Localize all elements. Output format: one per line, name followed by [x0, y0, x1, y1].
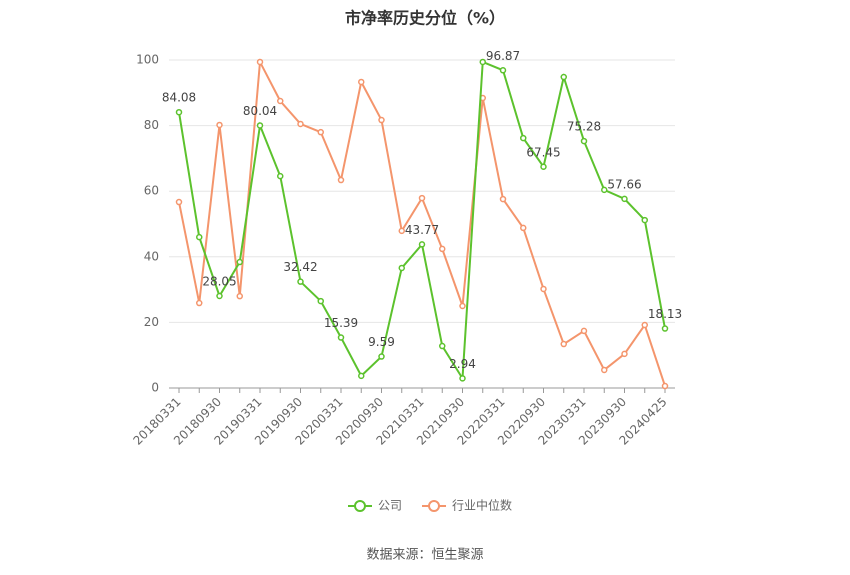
data-point: [277, 97, 284, 105]
data-point: [540, 285, 547, 293]
data-label: 43.77: [405, 223, 439, 237]
legend-marker: [354, 500, 366, 512]
data-point: [337, 176, 345, 184]
data-point: [236, 258, 243, 266]
data-point: [277, 172, 284, 180]
data-point: [236, 292, 243, 300]
data-point: [418, 194, 426, 202]
legend-label: 行业中位数: [452, 498, 512, 513]
data-label: 75.28: [567, 120, 601, 134]
data-point: [499, 67, 507, 74]
y-tick-label: 40: [144, 249, 159, 263]
data-point: [520, 134, 527, 142]
data-point: [601, 366, 608, 374]
data-point: [661, 382, 669, 390]
data-label: 84.08: [162, 91, 196, 105]
data-point: [175, 108, 183, 116]
data-point: [378, 116, 385, 124]
data-point: [560, 340, 567, 348]
data-point: [621, 350, 628, 358]
legend-label: 公司: [378, 499, 402, 513]
data-point: [216, 121, 223, 129]
data-point: [358, 372, 365, 380]
data-point: [439, 342, 446, 350]
data-point: [297, 278, 304, 285]
data-point: [520, 224, 527, 232]
data-point: [196, 233, 203, 241]
data-point: [317, 128, 324, 136]
data-point: [317, 297, 324, 305]
data-point: [297, 120, 304, 128]
data-point: [439, 245, 446, 253]
y-tick-label: 80: [144, 118, 159, 132]
data-point: [641, 216, 648, 224]
data-label: 32.42: [283, 260, 317, 274]
data-label: 9.59: [368, 335, 395, 349]
data-point: [256, 58, 264, 66]
data-point: [358, 78, 365, 86]
data-label: 15.39: [324, 316, 358, 330]
legend-item: 行业中位数: [422, 498, 512, 513]
y-tick-label: 0: [151, 381, 159, 395]
y-tick-label: 60: [144, 184, 159, 198]
legend-marker: [428, 500, 441, 512]
data-point: [601, 186, 608, 194]
y-tick-label: 20: [144, 315, 159, 329]
y-tick-label: 100: [136, 53, 159, 67]
data-point: [175, 198, 183, 206]
chart-title: 市净率历史分位（%）: [345, 9, 505, 28]
data-point: [641, 321, 648, 329]
data-label: 57.66: [607, 177, 641, 191]
data-label: 28.05: [202, 274, 236, 288]
data-point: [479, 58, 486, 66]
data-point: [398, 264, 405, 272]
data-point: [560, 73, 567, 81]
data-point: [459, 375, 466, 382]
legend-item: 公司: [348, 499, 402, 513]
data-point: [499, 195, 507, 203]
data-point: [196, 299, 203, 307]
data-label: 18.13: [648, 307, 682, 321]
data-point: [580, 327, 588, 335]
data-point: [540, 163, 547, 171]
data-point: [459, 302, 466, 310]
data-point: [378, 353, 385, 360]
data-point: [580, 137, 588, 145]
data-label: 2.94: [449, 357, 476, 371]
data-point: [621, 195, 628, 203]
data-point: [337, 334, 345, 341]
data-point: [661, 325, 669, 332]
source-note: 数据来源：恒生聚源: [366, 548, 483, 563]
data-point: [418, 241, 426, 248]
data-label: 96.87: [486, 49, 520, 63]
data-point: [256, 122, 264, 129]
data-label: 80.04: [243, 104, 277, 118]
data-point: [398, 227, 405, 235]
data-label: 67.45: [526, 145, 560, 159]
data-point: [216, 292, 223, 300]
